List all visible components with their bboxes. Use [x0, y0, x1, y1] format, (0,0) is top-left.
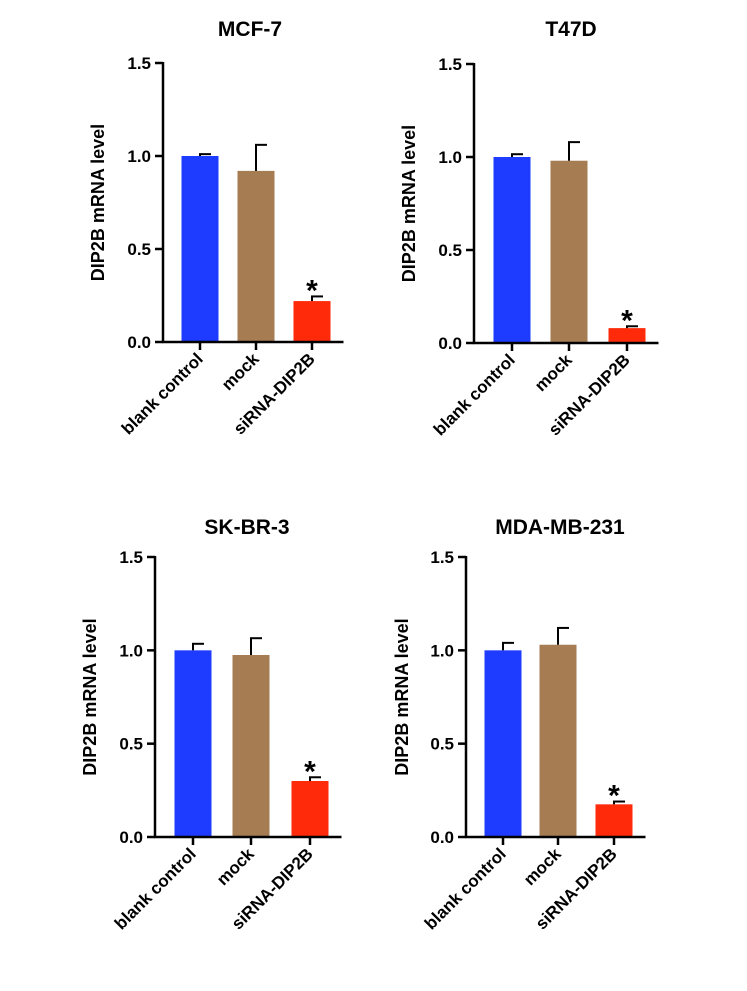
y-tick-label: 1.0: [430, 641, 454, 660]
y-tick-label: 1.0: [127, 147, 151, 166]
significance-marker: *: [608, 780, 620, 813]
y-axis-label: DIP2B mRNA level: [88, 124, 108, 281]
chart-title: MCF-7: [218, 18, 282, 41]
chart-panel: MCF-7 DIP2B mRNA level * 0.0 0.5 1.0 1.5 blank …: [88, 18, 344, 438]
bar: [539, 644, 577, 837]
chart-panel: MDA-MB-231 DIP2B mRNA level * 0.0 0.5 1.0 1.5 b…: [392, 516, 646, 933]
y-axis-label: DIP2B mRNA level: [80, 618, 100, 775]
bar: [174, 650, 212, 837]
y-axis-label: DIP2B mRNA level: [399, 125, 419, 282]
chart-title: MDA-MB-231: [495, 516, 625, 539]
bar: [608, 328, 646, 343]
x-tick-label: blank control: [111, 844, 200, 933]
bar: [181, 156, 219, 342]
x-tick-label: mock: [531, 350, 576, 395]
y-tick-label: 0.0: [430, 828, 454, 847]
bar: [237, 170, 275, 342]
significance-marker: *: [306, 274, 318, 307]
x-tick-label: blank control: [118, 349, 207, 438]
chart-panel: T47D DIP2B mRNA level * 0.0 0.5 1.0 1.5 blank c…: [399, 18, 659, 439]
y-axis-label: DIP2B mRNA level: [392, 618, 412, 775]
y-tick-label: 1.5: [430, 548, 454, 567]
y-tick-label: 1.5: [119, 548, 143, 567]
y-tick-label: 0.5: [438, 241, 462, 260]
y-tick-label: 0.5: [127, 240, 151, 259]
x-tick-label: mock: [520, 844, 565, 889]
bar: [291, 781, 329, 837]
significance-marker: *: [304, 755, 316, 788]
chart-title: SK-BR-3: [204, 516, 289, 539]
y-tick-label: 1.0: [438, 148, 462, 167]
y-tick-label: 1.5: [127, 54, 151, 73]
chart-panel: SK-BR-3 DIP2B mRNA level * 0.0 0.5 1.0 1.5 blan…: [80, 516, 342, 933]
bar: [484, 650, 522, 837]
y-tick-label: 1.5: [438, 55, 462, 74]
bar: [595, 804, 633, 837]
chart-title: T47D: [545, 18, 596, 41]
bar: [550, 160, 588, 343]
y-tick-label: 1.0: [119, 641, 143, 660]
y-tick-label: 0.0: [127, 333, 151, 352]
x-tick-label: blank control: [421, 844, 510, 933]
x-tick-label: blank control: [430, 350, 519, 439]
bar: [493, 157, 531, 343]
y-tick-label: 0.0: [119, 828, 143, 847]
bar: [293, 301, 331, 342]
y-tick-label: 0.0: [438, 334, 462, 353]
significance-marker: *: [621, 304, 633, 337]
y-tick-label: 0.5: [119, 735, 143, 754]
x-tick-label: mock: [213, 844, 258, 889]
bar: [232, 655, 270, 837]
y-tick-label: 0.5: [430, 735, 454, 754]
x-tick-label: mock: [218, 349, 263, 394]
